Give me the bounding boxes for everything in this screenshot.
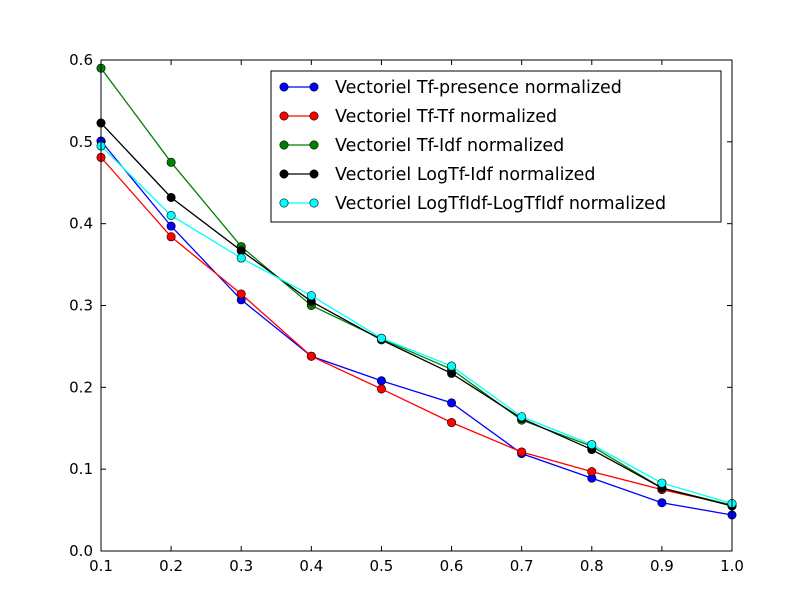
legend-item-2: Vectoriel Tf-Tf normalized [279,107,557,127]
data-point [517,447,527,457]
legend-item-3: Vectoriel Tf-Idf normalized [279,136,564,156]
legend-item-1: Vectoriel Tf-presence normalized [279,78,622,98]
legend-label: Vectoriel Tf-Idf normalized [335,136,564,156]
legend-marker [309,140,319,150]
data-point [376,333,386,343]
data-point [236,289,246,299]
data-point [166,192,176,202]
y-tick-label: 0.2 [69,378,93,396]
data-point [166,221,176,231]
legend-marker [279,198,289,208]
legend-marker [309,82,319,92]
series-5 [96,141,737,509]
x-tick-label: 0.6 [440,557,464,575]
legend-marker [279,82,289,92]
legend-marker [279,140,289,150]
y-tick-label: 0.0 [69,542,93,560]
x-tick-label: 1.0 [720,557,744,575]
legend: Vectoriel Tf-presence normalized Vectorie… [270,70,722,223]
legend-marker [279,169,289,179]
legend-label: Vectoriel LogTf-Idf normalized [335,165,596,185]
data-point [657,498,667,508]
series-line [100,67,733,506]
series-2 [96,152,737,510]
x-tick-label: 0.3 [229,557,253,575]
y-tick-label: 0.5 [69,133,93,151]
data-point [587,440,597,450]
legend-box [270,70,722,223]
x-tick-label: 0.9 [650,557,674,575]
data-point [657,478,667,488]
legend-item-4: Vectoriel LogTf-Idf normalized [279,165,596,185]
legend-item-5: Vectoriel LogTfIdf-LogTfIdf normalized [279,194,666,214]
data-point [447,418,457,428]
data-point [376,376,386,386]
legend-label: Vectoriel LogTfIdf-LogTfIdf normalized [335,194,666,214]
data-point [166,157,176,167]
legend-marker [309,111,319,121]
x-tick-label: 0.2 [159,557,183,575]
y-tick-label: 0.4 [69,215,93,233]
y-tick-label: 0.1 [69,460,93,478]
data-point [306,351,316,361]
x-tick-label: 0.4 [299,557,323,575]
series-line [100,140,733,516]
x-tick-label: 0.1 [89,557,113,575]
legend-label: Vectoriel Tf-presence normalized [335,78,622,98]
data-point [517,412,527,422]
legend-marker [279,111,289,121]
legend-marker [309,169,319,179]
data-point [166,210,176,220]
data-point [166,232,176,242]
data-point [306,291,316,301]
legend-marker [309,198,319,208]
x-tick-label: 0.7 [510,557,534,575]
series-line [100,156,733,506]
data-point [447,361,457,371]
axes: 0.1 0.2 0.3 0.4 0.5 0.6 0.7 0.8 0.9 1.00.00.10.20… [69,51,744,575]
x-tick-label: 0.8 [580,557,604,575]
legend-label: Vectoriel Tf-Tf normalized [335,107,557,127]
series-line [100,122,733,507]
series-line [100,145,733,505]
data-point [236,253,246,263]
data-point [447,398,457,408]
x-tick-label: 0.5 [370,557,394,575]
y-tick-label: 0.6 [69,51,93,69]
data-point [376,384,386,394]
data-point [587,467,597,477]
y-tick-label: 0.3 [69,297,93,315]
